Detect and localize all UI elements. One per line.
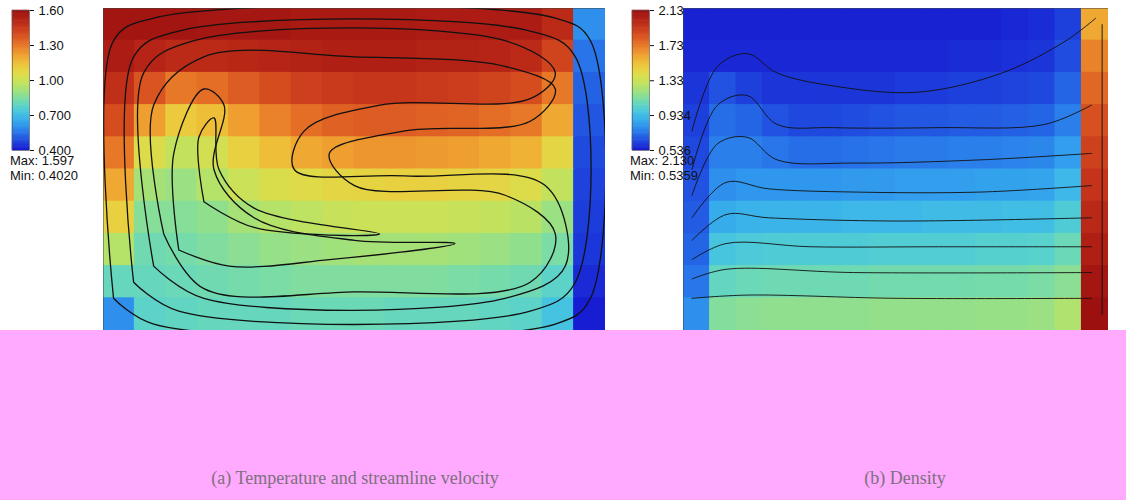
- svg-text:1.00: 1.00: [39, 73, 64, 88]
- svg-text:0.700: 0.700: [39, 108, 72, 123]
- svg-text:1.73: 1.73: [659, 38, 684, 53]
- svg-text:1.33: 1.33: [659, 73, 684, 88]
- svg-text:0.934: 0.934: [659, 108, 692, 123]
- svg-text:1.30: 1.30: [39, 38, 64, 53]
- svg-text:1.60: 1.60: [39, 3, 64, 18]
- svg-text:2.13: 2.13: [659, 3, 684, 18]
